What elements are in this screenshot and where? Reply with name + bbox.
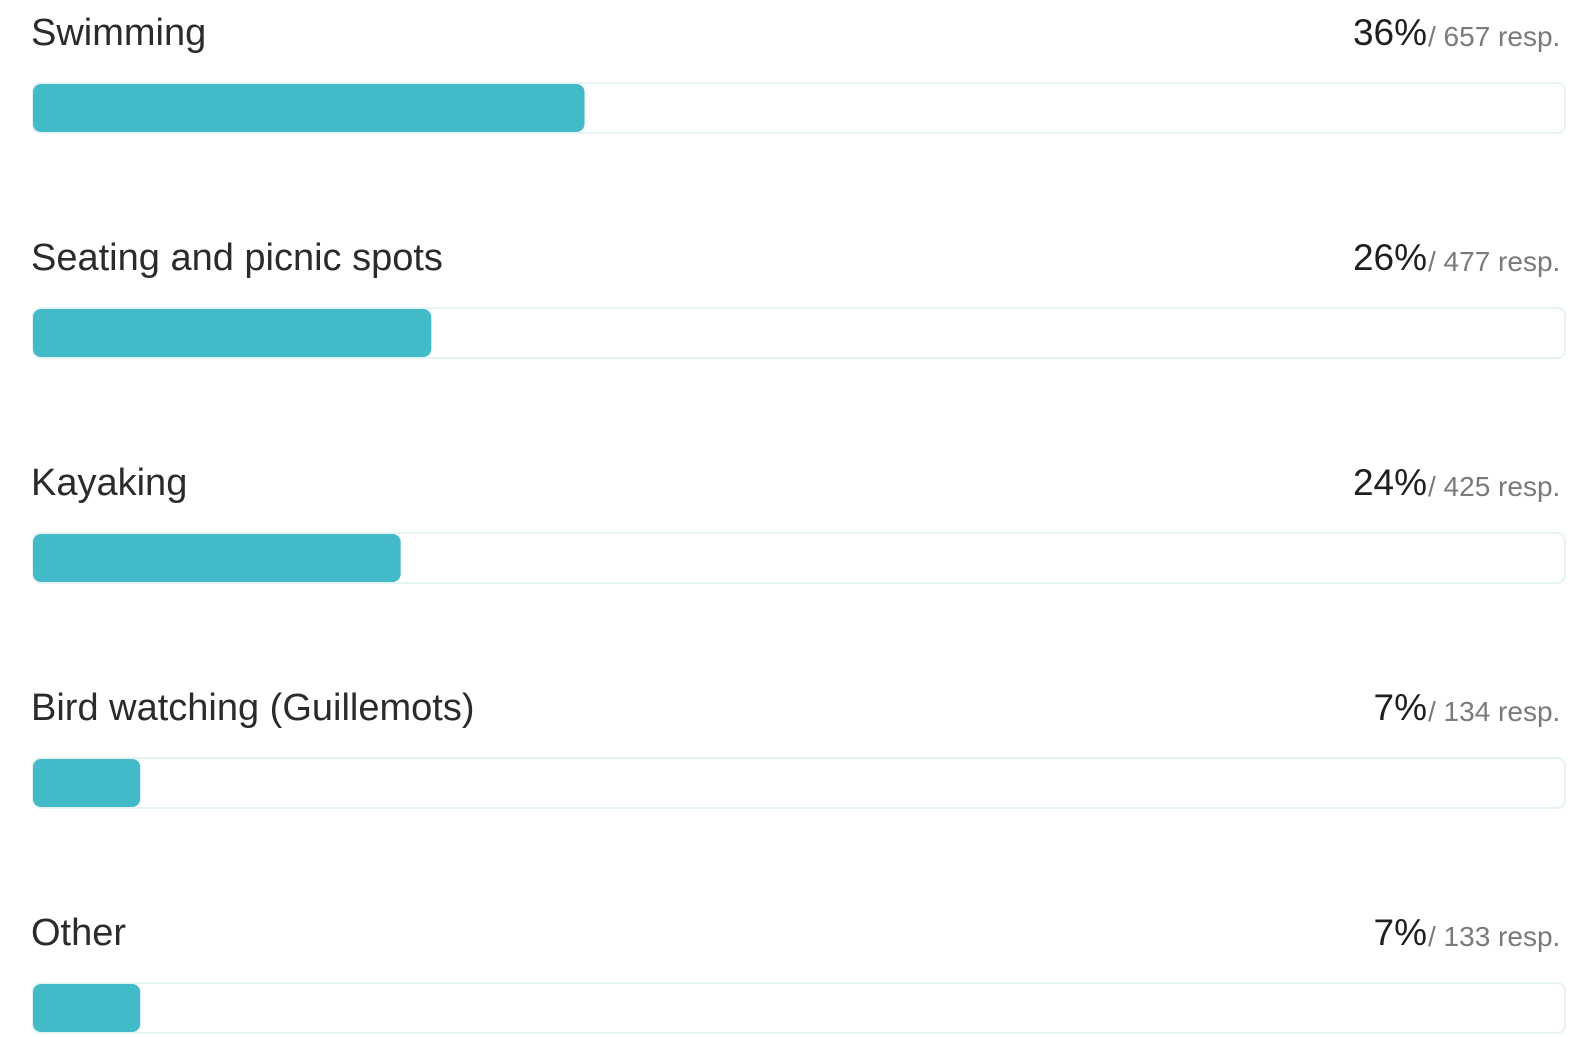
count-label: / 133 resp. (1428, 921, 1560, 952)
category-label: Kayaking (31, 462, 187, 504)
bar-track (32, 982, 1566, 1034)
category-label: Seating and picnic spots (31, 237, 443, 279)
bar-track (32, 757, 1566, 809)
bar (33, 984, 141, 1032)
category-label: Bird watching (Guillemots) (31, 687, 474, 729)
percent-label: 26% (1353, 237, 1427, 278)
percent-label: 24% (1353, 462, 1427, 503)
bar (33, 534, 401, 582)
bar (33, 309, 432, 357)
percent-label: 7% (1374, 687, 1427, 728)
category-label: Other (31, 912, 126, 954)
count-label: / 657 resp. (1428, 21, 1560, 52)
percent-label: 36% (1353, 12, 1427, 53)
bar (33, 759, 141, 807)
category-label: Swimming (31, 12, 206, 54)
bar (33, 84, 585, 132)
count-label: / 477 resp. (1428, 246, 1560, 277)
count-label: / 134 resp. (1428, 696, 1560, 727)
percent-label: 7% (1374, 912, 1427, 953)
count-label: / 425 resp. (1428, 471, 1560, 502)
